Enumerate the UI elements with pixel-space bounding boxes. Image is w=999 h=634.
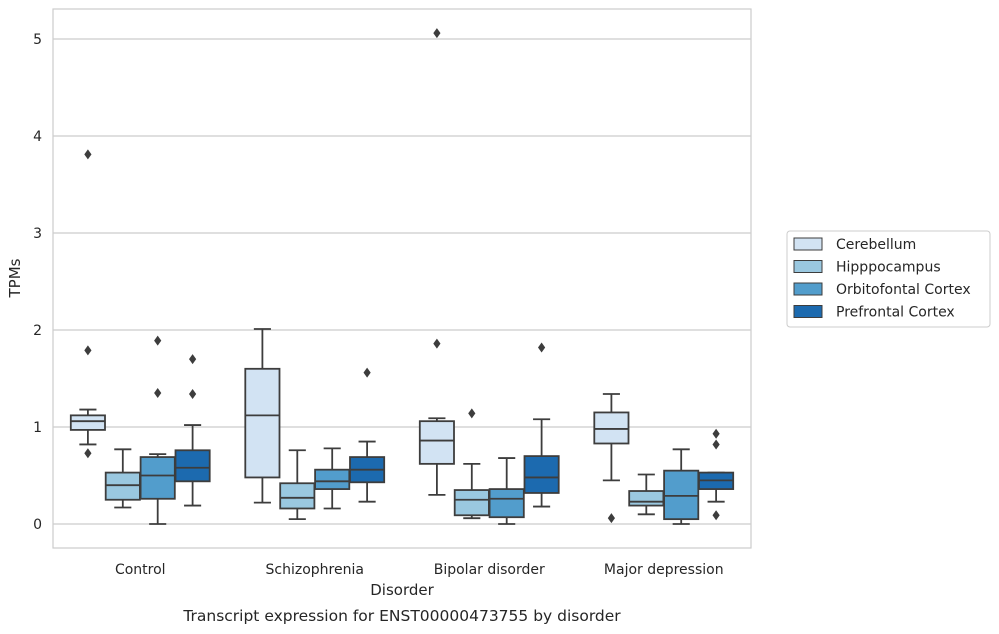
box-plot: [628, 473, 665, 516]
legend-label: Cerebellum: [836, 237, 916, 253]
y-axis-label: TPMs: [6, 258, 24, 298]
chart-caption: Transcript expression for ENST0000047375…: [182, 607, 621, 625]
outlier-point: [712, 439, 720, 450]
outlier-point: [84, 149, 92, 160]
outlier-point: [433, 338, 441, 349]
y-tick-labels: 0 1 2 3 4 5: [33, 32, 42, 533]
x-tick-label: Bipolar disorder: [434, 562, 545, 578]
box: [69, 414, 106, 431]
box-plot: [663, 448, 700, 525]
box-plot: [314, 447, 351, 510]
box-plot: [698, 428, 735, 521]
box: [174, 449, 211, 483]
box: [279, 482, 316, 510]
legend-frame: [786, 230, 991, 328]
legend-label: Orbitofontal Cortex: [836, 282, 971, 298]
box-plot: [244, 328, 281, 504]
box: [593, 411, 630, 445]
y-tick-label: 3: [33, 226, 42, 242]
box: [314, 468, 351, 490]
y-tick-label: 5: [33, 32, 42, 48]
outlier-point: [84, 448, 92, 459]
box-plots: [69, 28, 735, 525]
box-plot: [418, 28, 455, 496]
legend-swatch: [793, 260, 823, 273]
box-plot: [69, 149, 106, 459]
box-plot: [139, 335, 176, 525]
outlier-point: [433, 28, 441, 39]
y-tick-label: 4: [33, 129, 42, 145]
legend: Cerebellum Hipppocampus Orbitofontal Corte…: [786, 230, 991, 328]
outlier-point: [712, 428, 720, 439]
box-plot: [349, 367, 386, 503]
x-axis-label: Disorder: [370, 581, 434, 599]
legend-label: Prefrontal Cortex: [836, 305, 955, 321]
y-tick-label: 2: [33, 323, 42, 339]
box: [418, 420, 455, 465]
box: [139, 456, 176, 500]
outlier-point: [607, 513, 615, 524]
box-plot: [593, 393, 630, 524]
outlier-point: [84, 345, 92, 356]
legend-swatch: [793, 237, 823, 251]
box: [523, 455, 560, 494]
box-plot: [523, 342, 560, 508]
x-tick-label: Major depression: [604, 562, 724, 578]
box-plot: [488, 457, 525, 525]
y-tick-label: 0: [33, 517, 42, 533]
y-tick-label: 1: [33, 420, 42, 436]
outlier-point: [189, 354, 197, 365]
outlier-point: [189, 389, 197, 400]
box: [244, 367, 281, 479]
outlier-point: [712, 510, 720, 521]
outlier-point: [363, 367, 371, 378]
box: [663, 469, 700, 521]
box-plot: [104, 448, 141, 509]
box-plot: [453, 408, 490, 520]
outlier-point: [538, 342, 546, 353]
outlier-point: [468, 408, 476, 419]
box-plot: [279, 449, 316, 521]
box: [628, 490, 665, 507]
box: [104, 471, 141, 501]
x-tick-label: Control: [115, 562, 166, 578]
plot-area-frame: [52, 8, 752, 549]
box: [488, 488, 525, 519]
legend-swatch: [793, 305, 823, 318]
box: [453, 489, 490, 517]
x-tick-labels: Control Schizophrenia Bipolar disorder Majo…: [115, 562, 724, 578]
outlier-point: [154, 335, 162, 346]
outlier-point: [154, 388, 162, 399]
legend-label: Hipppocampus: [836, 260, 941, 276]
legend-swatch: [793, 282, 823, 296]
grid-lines: [53, 38, 751, 525]
box-plot: [174, 354, 211, 507]
x-tick-label: Schizophrenia: [266, 562, 364, 578]
